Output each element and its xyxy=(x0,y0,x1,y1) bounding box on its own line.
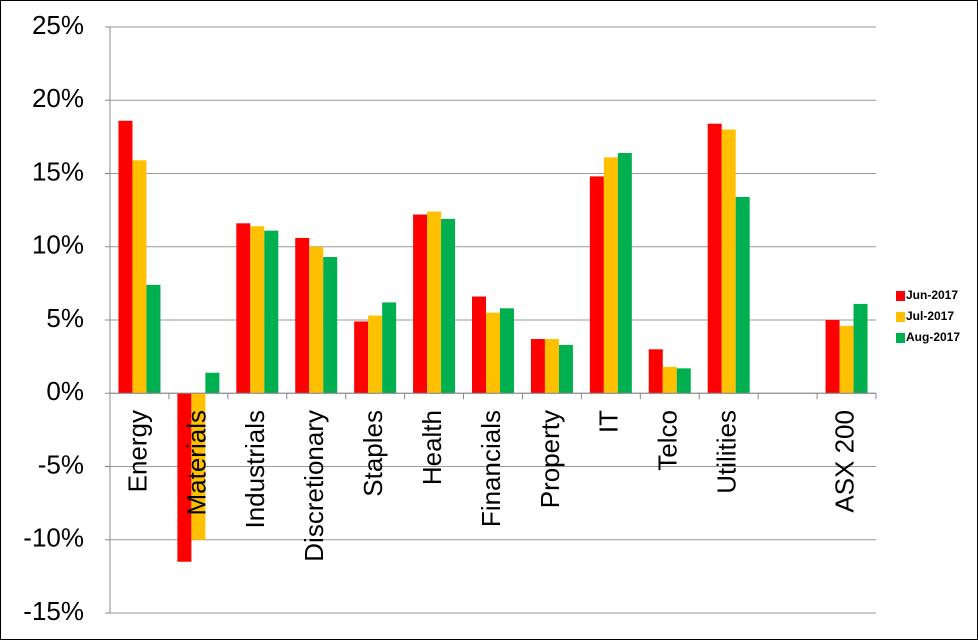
bar xyxy=(309,246,324,394)
legend-label: Jun-2017 xyxy=(906,288,958,302)
bar xyxy=(676,368,691,394)
y-tick-label: -10% xyxy=(23,523,84,553)
bar xyxy=(825,320,840,394)
legend-label: Aug-2017 xyxy=(906,330,960,344)
bar xyxy=(264,230,279,394)
bar xyxy=(118,120,133,394)
x-tick-label: Materials xyxy=(181,410,211,515)
bar xyxy=(146,284,161,394)
x-tick-label: Staples xyxy=(358,410,388,497)
y-tick-label: -15% xyxy=(23,596,84,626)
x-tick-label: Energy xyxy=(122,410,152,492)
bar xyxy=(368,315,383,394)
bar xyxy=(132,160,147,394)
bar xyxy=(354,321,369,394)
bar xyxy=(441,218,456,394)
x-tick-label: Industrials xyxy=(240,410,270,529)
x-tick-label: Discretionary xyxy=(299,410,329,562)
x-tick-label: Utilities xyxy=(712,410,742,494)
y-tick-label: 5% xyxy=(46,303,84,333)
bar xyxy=(530,339,545,394)
bar xyxy=(486,312,500,394)
bar xyxy=(323,257,338,394)
bar xyxy=(735,196,750,394)
bar xyxy=(648,349,663,394)
bar xyxy=(544,339,559,394)
bar xyxy=(177,393,192,562)
bar xyxy=(250,226,265,394)
y-tick-label: 20% xyxy=(32,83,84,113)
y-tick-label: -5% xyxy=(38,449,84,479)
x-tick-label: IT xyxy=(594,410,624,433)
bar xyxy=(472,296,486,394)
bar xyxy=(589,176,604,394)
x-tick-label: Property xyxy=(535,410,565,508)
legend-label: Jul-2017 xyxy=(906,309,954,323)
bar xyxy=(617,152,632,394)
x-tick-label: Health xyxy=(417,410,447,485)
x-tick-label: Financials xyxy=(476,410,506,527)
legend-swatch xyxy=(896,333,905,343)
y-tick-label: 25% xyxy=(32,10,84,40)
legend-swatch xyxy=(896,291,905,301)
bar xyxy=(558,344,573,394)
bar xyxy=(603,157,618,394)
bar xyxy=(500,308,514,394)
y-tick-label: 10% xyxy=(32,230,84,260)
bar xyxy=(853,303,868,394)
legend-swatch xyxy=(896,312,905,322)
bar xyxy=(236,223,251,394)
bar xyxy=(413,214,428,394)
bar xyxy=(382,302,397,394)
bar xyxy=(662,366,677,394)
bar xyxy=(721,129,736,394)
x-tick-label: Telco xyxy=(653,410,683,471)
bar xyxy=(191,393,206,540)
y-tick-label: 15% xyxy=(32,156,84,186)
y-tick-label: 0% xyxy=(46,376,84,406)
x-tick-label: ASX 200 xyxy=(829,410,859,513)
bar xyxy=(839,325,854,394)
bar xyxy=(707,123,722,394)
bar xyxy=(427,211,442,394)
bar xyxy=(205,372,220,394)
bar xyxy=(295,237,310,394)
